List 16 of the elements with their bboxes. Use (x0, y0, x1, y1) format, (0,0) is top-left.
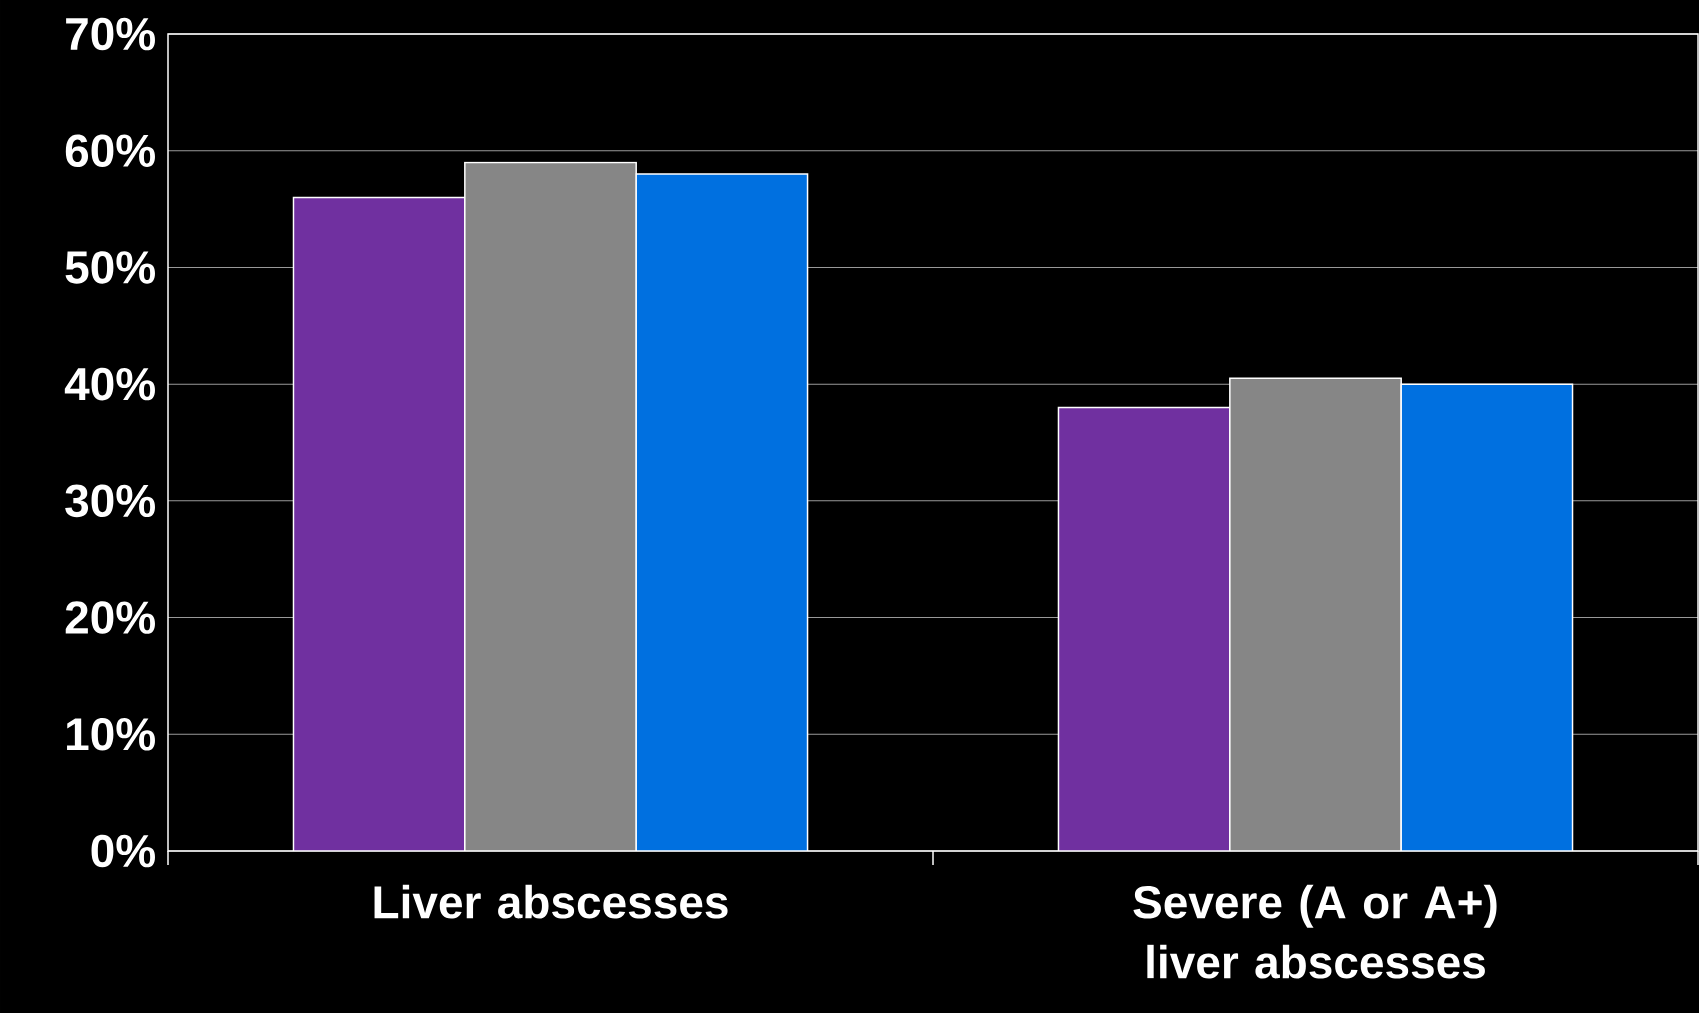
x-tick-label: Liver abscesses (374, 884, 728, 919)
y-tick-label: 0% (91, 834, 155, 868)
y-tick-label: 60% (65, 134, 155, 168)
x-tick-label: Severe (A or A+) liver abscesses (1133, 884, 1497, 979)
y-tick-label: 30% (65, 484, 155, 518)
bar (1229, 377, 1402, 851)
bar (1400, 383, 1574, 851)
y-tick-label: 20% (65, 601, 155, 634)
bar (292, 196, 466, 851)
y-tick-label: 50% (65, 251, 155, 284)
y-tick-label: 10% (67, 718, 155, 751)
y-tick-label: 70% (66, 17, 155, 51)
bar (464, 161, 637, 851)
bar (635, 173, 809, 851)
y-tick-label: 40% (64, 367, 155, 401)
bar (1057, 406, 1231, 851)
